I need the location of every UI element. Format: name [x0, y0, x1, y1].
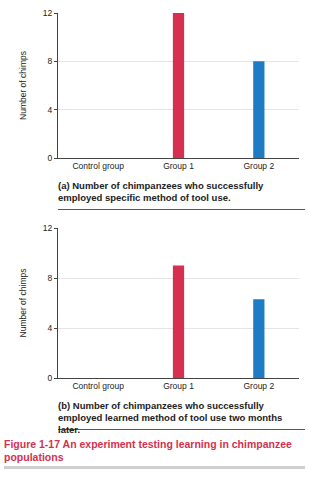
svg-text:Group 2: Group 2: [243, 161, 274, 171]
svg-text:12: 12: [43, 223, 53, 233]
svg-text:12: 12: [43, 8, 53, 18]
svg-text:4: 4: [48, 105, 53, 115]
svg-text:Group 1: Group 1: [163, 381, 194, 391]
svg-text:8: 8: [48, 56, 53, 66]
svg-text:Number of chimps: Number of chimps: [18, 269, 28, 338]
svg-text:0: 0: [48, 373, 53, 383]
svg-text:Control group: Control group: [72, 161, 124, 171]
svg-text:Group 2: Group 2: [243, 381, 274, 391]
svg-text:8: 8: [48, 273, 53, 283]
html-text:(a) Number of chimpanzees who: (a) Number of chimpanzees who successful…: [58, 180, 264, 203]
html-text:Figure 1-17 An experiment test: Figure 1-17 An experiment testing learni…: [4, 438, 292, 463]
svg-text:Group 1: Group 1: [163, 161, 194, 171]
svg-text:Number of chimps: Number of chimps: [18, 51, 28, 120]
svg-text:0: 0: [48, 153, 53, 163]
svg-text:4: 4: [48, 323, 53, 333]
svg-text:Control group: Control group: [72, 381, 124, 391]
html-text:(b) Number of chimpanzees who: (b) Number of chimpanzees who successful…: [58, 400, 283, 435]
